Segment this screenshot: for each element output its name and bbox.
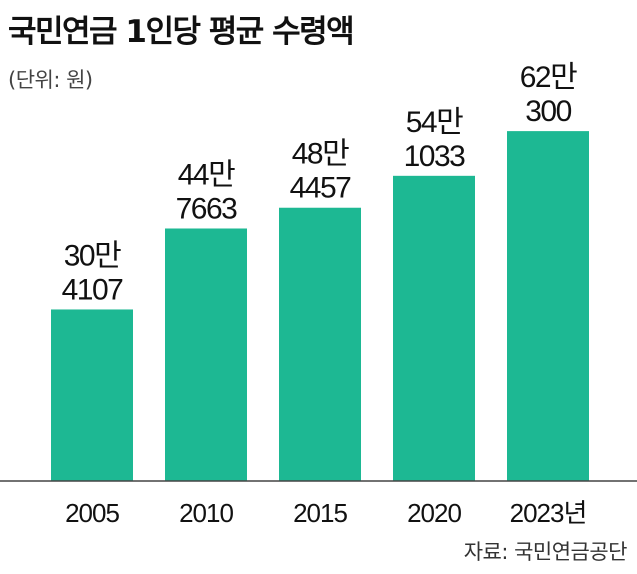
value-label: 4457 [290, 172, 352, 205]
value-label: 44만 [178, 158, 235, 191]
unit-note: (단위: 원) [8, 68, 93, 92]
x-tick-label: 2023년 [510, 498, 587, 528]
value-label: 48만 [292, 138, 349, 171]
bar-2010 [165, 228, 247, 481]
bar-2015 [279, 207, 361, 482]
source-note: 자료: 국민연금공단 [463, 540, 628, 564]
x-tick-labels: 2005 2010 2015 2020 2023년 [65, 498, 587, 528]
bars-group [51, 131, 589, 482]
value-label: 7663 [176, 192, 238, 225]
bar-2023년 [507, 131, 589, 481]
value-label: 62만 [520, 61, 577, 94]
bar-2020 [393, 175, 475, 481]
x-tick-label: 2015 [293, 498, 347, 528]
value-label: 30만 [64, 239, 121, 272]
value-label: 1033 [404, 140, 466, 173]
bar-2005 [51, 309, 133, 481]
x-tick-label: 2010 [179, 498, 233, 528]
value-label: 54만 [406, 106, 463, 139]
value-label: 300 [525, 95, 571, 128]
x-tick-label: 2005 [65, 498, 119, 528]
value-label: 4107 [62, 273, 124, 306]
x-tick-label: 2020 [407, 498, 461, 528]
chart-title: 국민연금 1인당 평균 수령액 [8, 14, 355, 50]
